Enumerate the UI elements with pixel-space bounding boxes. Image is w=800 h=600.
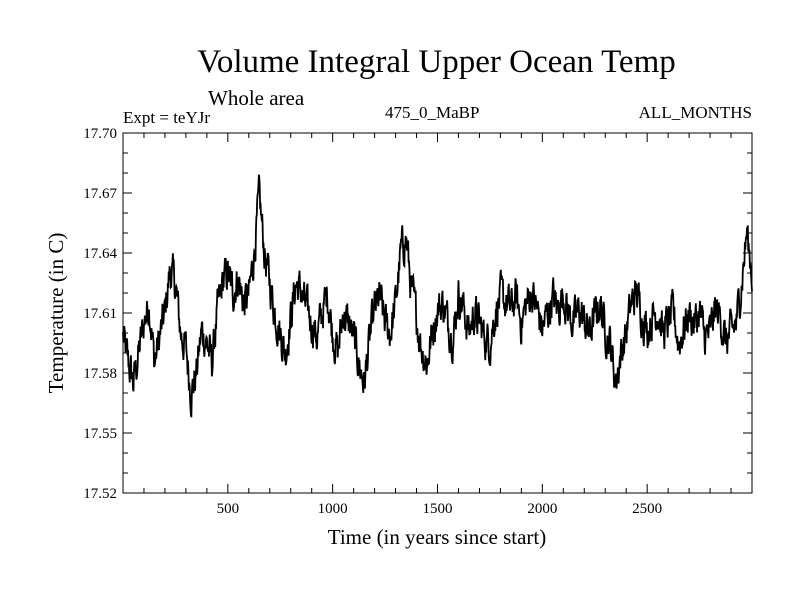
y-tick-label: 17.70	[83, 126, 117, 142]
chart-subtitle: Whole area	[208, 86, 305, 110]
y-tick-label: 17.58	[83, 366, 117, 382]
y-axis-label: Temperature (in C)	[44, 233, 68, 394]
series-line	[122, 174, 753, 418]
period-label: 475_0_MaBP	[385, 103, 480, 122]
x-tick-label: 2500	[632, 501, 662, 517]
y-tick-label: 17.61	[83, 306, 117, 322]
y-tick-label: 17.67	[83, 186, 117, 202]
y-tick-label: 17.52	[83, 486, 117, 502]
x-tick-label: 1000	[318, 501, 348, 517]
series-group	[122, 174, 753, 418]
months-label: ALL_MONTHS	[638, 103, 752, 122]
y-tick-label: 17.55	[83, 426, 117, 442]
chart-title: Volume Integral Upper Ocean Temp	[197, 44, 676, 80]
experiment-label: Expt = teYJr	[123, 108, 211, 127]
y-tick-label: 17.64	[83, 246, 117, 262]
x-tick-label: 1500	[423, 501, 453, 517]
axis-ticks: 500 1000 1500 2000 2500 17.52 17.55 17.58 17.61 1…	[83, 126, 752, 517]
x-tick-label: 500	[217, 501, 240, 517]
x-tick-label: 2000	[527, 501, 557, 517]
x-axis-label: Time (in years since start)	[328, 525, 547, 549]
